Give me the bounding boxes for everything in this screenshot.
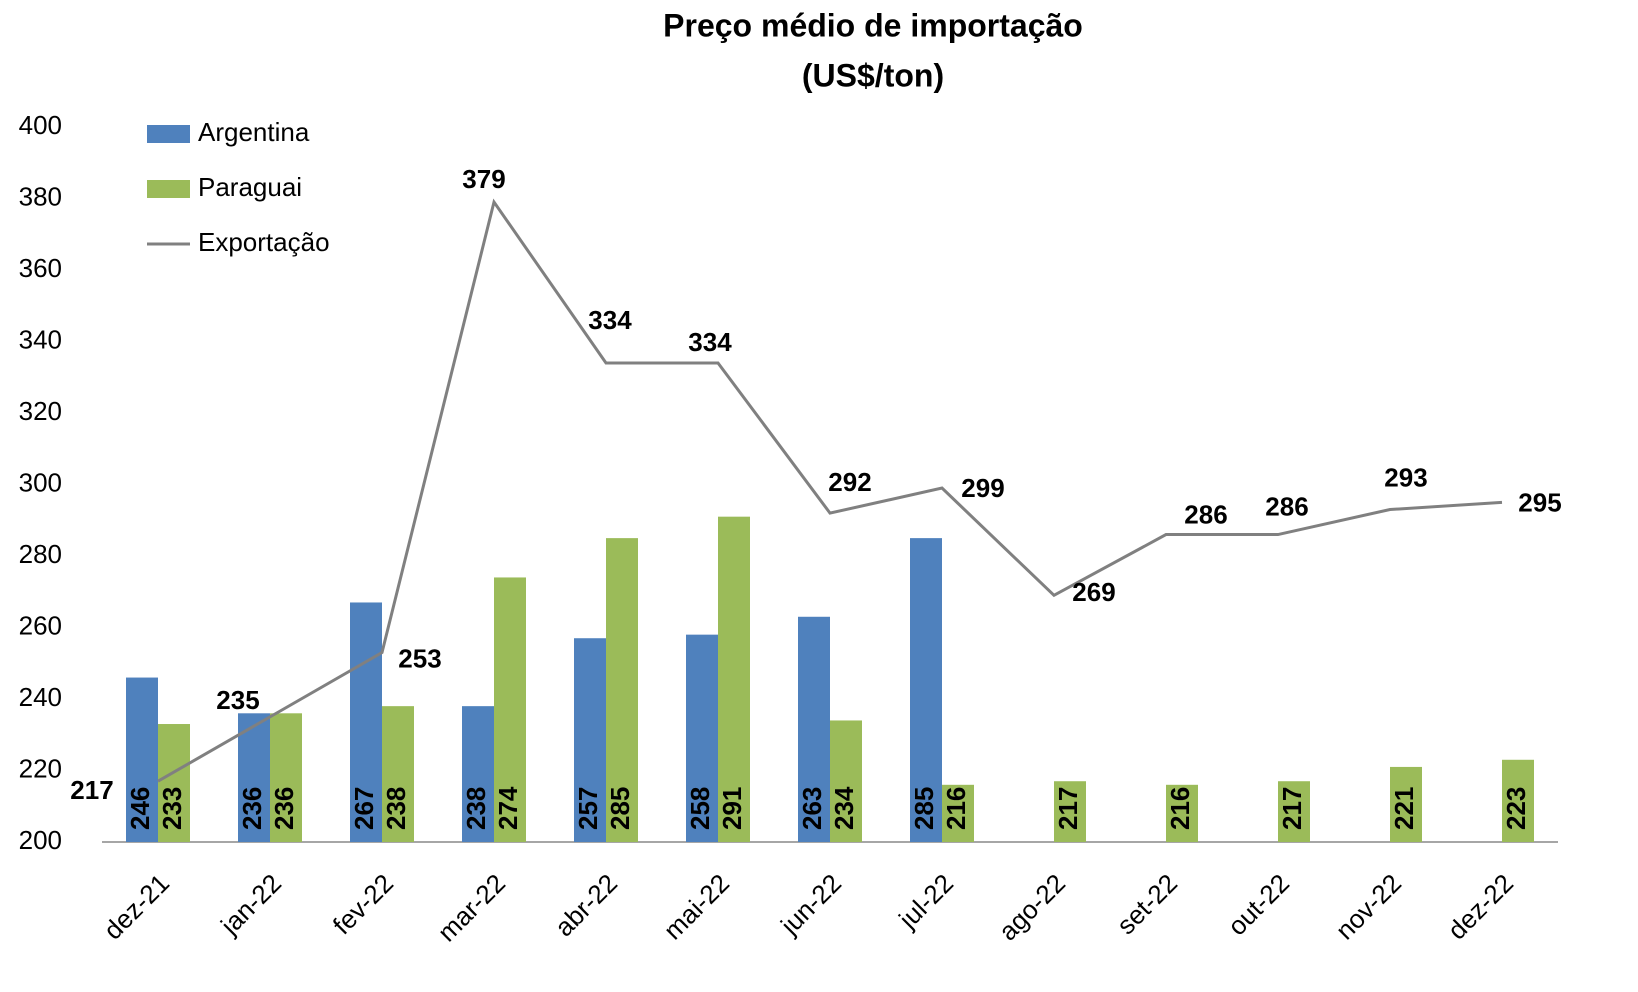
x-tick-label: mar-22 [432, 868, 511, 947]
bar-value-label: 285 [605, 787, 635, 830]
bar [686, 634, 718, 842]
bar [238, 713, 270, 842]
y-tick-label: 260 [19, 610, 62, 640]
line-value-label: 334 [688, 327, 732, 357]
line-value-label: 299 [961, 473, 1004, 503]
x-tick-label: dez-22 [1442, 868, 1519, 945]
y-tick-label: 400 [19, 110, 62, 140]
line-value-label: 295 [1518, 487, 1561, 517]
x-tick-label: ago-22 [993, 868, 1071, 946]
bar [830, 720, 862, 842]
line-value-label: 293 [1384, 462, 1427, 492]
x-tick-label: jan-22 [214, 868, 287, 941]
bar-value-label: 217 [1053, 787, 1083, 830]
bar [1054, 781, 1086, 842]
bar-value-label: 263 [797, 787, 827, 830]
bar-value-label: 238 [461, 787, 491, 830]
line-value-label: 235 [216, 685, 259, 715]
y-tick-label: 340 [19, 324, 62, 354]
line-value-label: 334 [588, 305, 632, 335]
line [157, 198, 1503, 783]
bar [942, 784, 974, 842]
chart-title: Preço médio de importação [663, 7, 1083, 43]
bar [606, 538, 638, 842]
x-tick-label: nov-22 [1330, 868, 1407, 945]
bar [1166, 784, 1198, 842]
x-tick-label: mai-22 [658, 868, 735, 945]
bar [270, 713, 302, 842]
line-value-label: 379 [462, 164, 505, 194]
bar [350, 602, 382, 842]
line-value-label: 286 [1184, 499, 1227, 529]
y-tick-label: 360 [19, 253, 62, 283]
bar [910, 538, 942, 842]
bar-value-label: 274 [493, 786, 523, 830]
x-tick-label: fev-22 [327, 868, 399, 940]
line-value-label: 292 [828, 467, 871, 497]
legend-swatch [147, 125, 190, 143]
chart-subtitle: (US$/ton) [802, 57, 944, 93]
bar-value-label: 238 [381, 787, 411, 830]
y-tick-label: 320 [19, 396, 62, 426]
bar [158, 724, 190, 842]
bar-value-label: 257 [573, 787, 603, 830]
y-tick-label: 220 [19, 753, 62, 783]
y-tick-label: 280 [19, 539, 62, 569]
bar-value-label: 246 [125, 787, 155, 830]
legend-label: Paraguai [198, 172, 302, 202]
bar-value-label: 285 [909, 787, 939, 830]
bar [382, 706, 414, 842]
bar-value-label: 216 [1165, 787, 1195, 830]
bar-value-label: 221 [1389, 787, 1419, 830]
y-tick-label: 200 [19, 825, 62, 855]
bar [126, 677, 158, 842]
legend-label: Exportação [198, 227, 330, 257]
x-tick-label: out-22 [1222, 868, 1295, 941]
bar [494, 577, 526, 842]
bar [574, 638, 606, 842]
y-tick-label: 380 [19, 181, 62, 211]
x-tick-label: abr-22 [549, 868, 623, 942]
bar [718, 516, 750, 842]
bar [1390, 766, 1422, 842]
x-tick-label: set-22 [1111, 868, 1183, 940]
bar [1502, 759, 1534, 842]
line-value-label: 269 [1072, 577, 1115, 607]
bar [798, 616, 830, 842]
y-tick-label: 240 [19, 682, 62, 712]
y-tick-label: 300 [19, 467, 62, 497]
line-value-label: 253 [398, 643, 441, 673]
line-value-label: 286 [1265, 491, 1308, 521]
bar-value-label: 291 [717, 787, 747, 830]
legend-label: Argentina [198, 117, 310, 147]
line-value-label: 217 [70, 775, 113, 805]
x-tick-label: jul-22 [892, 868, 959, 935]
bar-value-label: 216 [941, 787, 971, 830]
bar-value-label: 236 [237, 787, 267, 830]
bar-value-label: 234 [829, 786, 859, 830]
bar-value-label: 233 [157, 787, 187, 830]
legend-swatch [147, 180, 190, 198]
bar-value-label: 267 [349, 787, 379, 830]
x-tick-label: dez-21 [98, 868, 175, 945]
x-tick-label: jun-22 [774, 868, 847, 941]
bar-value-label: 258 [685, 787, 715, 830]
bar-value-label: 236 [269, 787, 299, 830]
bar [1278, 781, 1310, 842]
bar-value-label: 217 [1277, 787, 1307, 830]
bar [462, 706, 494, 842]
bar-value-label: 223 [1501, 787, 1531, 830]
